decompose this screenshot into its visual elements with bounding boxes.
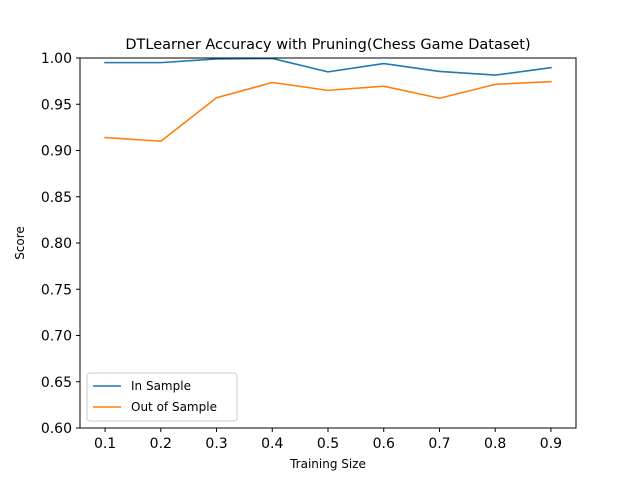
y-tick-label: 0.60: [41, 421, 72, 437]
y-axis-ticks: 0.60 0.65 0.70 0.75 0.80 0.85 0.90 0.95 1.00: [41, 51, 80, 437]
y-tick-label: 0.75: [41, 282, 72, 298]
y-tick-label: 0.80: [41, 236, 72, 252]
y-tick-label: 0.95: [41, 97, 72, 113]
legend-label-0: In Sample: [131, 379, 191, 393]
x-tick-label: 0.4: [261, 436, 283, 452]
x-tick-label: 0.9: [540, 436, 562, 452]
y-tick-label: 0.85: [41, 190, 72, 206]
x-tick-label: 0.7: [428, 436, 450, 452]
x-tick-label: 0.6: [373, 436, 395, 452]
x-tick-label: 0.3: [205, 436, 227, 452]
x-tick-label: 0.8: [484, 436, 506, 452]
y-axis-label: Score: [13, 226, 27, 260]
x-tick-label: 0.5: [317, 436, 339, 452]
legend-box: [86, 372, 238, 422]
legend-label-1: Out of Sample: [131, 400, 217, 414]
series-line-1: [104, 80, 552, 143]
y-tick-label: 0.70: [41, 329, 72, 345]
series-line-0: [104, 57, 552, 76]
y-tick-label: 0.90: [41, 144, 72, 160]
legend: In Sample Out of Sample: [86, 372, 238, 422]
x-axis-label: Training Size: [289, 457, 366, 471]
x-tick-label: 0.1: [94, 436, 116, 452]
x-tick-label: 0.2: [150, 436, 172, 452]
y-tick-label: 0.65: [41, 375, 72, 391]
y-tick-label: 1.00: [41, 51, 72, 67]
x-axis-ticks: 0.1 0.2 0.3 0.4 0.5 0.6 0.7 0.8 0.9: [94, 428, 562, 452]
series-layer: [104, 57, 552, 143]
chart-title: DTLearner Accuracy with Pruning(Chess Ga…: [125, 37, 530, 53]
